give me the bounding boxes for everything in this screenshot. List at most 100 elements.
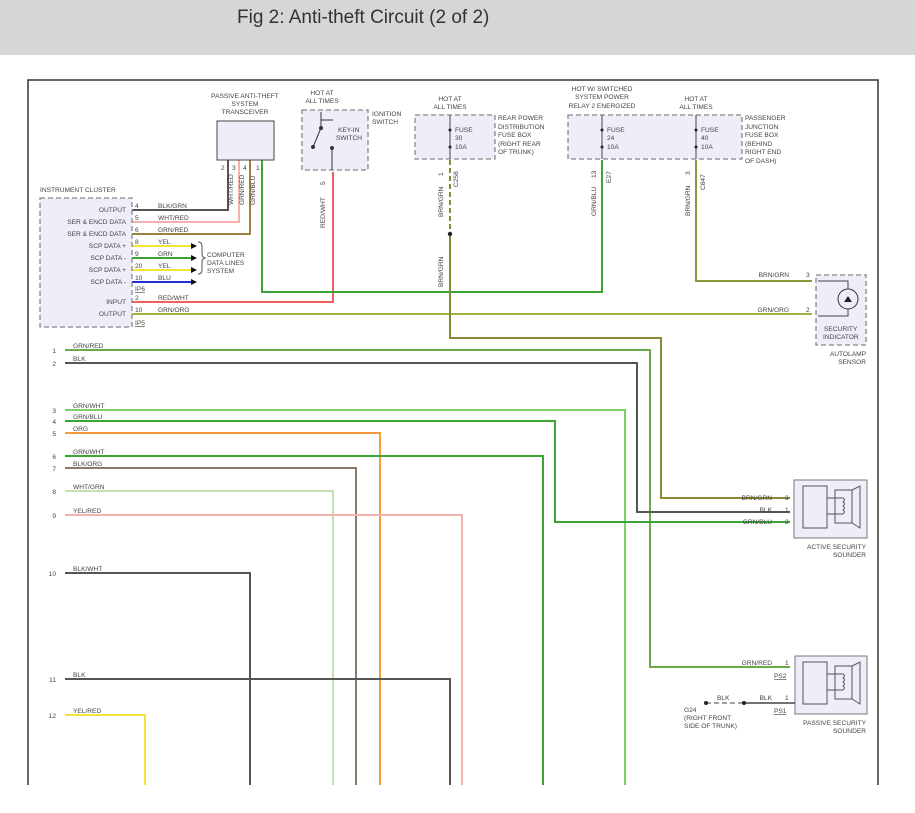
wire-label: GRN/RED	[742, 660, 773, 667]
wire-label: BLK	[73, 672, 86, 679]
fuse-label: 24	[607, 135, 615, 142]
wire-label: RED/WHT	[158, 295, 189, 302]
fuse-label: 10A	[701, 144, 713, 151]
wire-number: 9	[52, 513, 56, 520]
wire-label: GRN/BLU	[591, 186, 598, 216]
wire-grn-blu-xcvr	[261, 160, 603, 293]
cluster-pin-label: SER & ENCD DATA	[67, 219, 126, 226]
wire-label: GRN/RED	[158, 227, 189, 234]
wire-label: GRN/WHT	[73, 403, 105, 410]
wire-6-grn-wht	[65, 455, 544, 785]
fuse-label: 10A	[607, 144, 619, 151]
wire-label: GRN/RED	[239, 174, 246, 205]
ignition-switch: HOT AT ALL TIMES IGNITION SWITCH KEY-IN …	[301, 90, 402, 228]
pin-number: 2	[221, 165, 225, 172]
wire-8-wht-grn	[65, 490, 334, 785]
pin-number: 1	[785, 507, 789, 514]
pin-number: 1	[256, 165, 260, 172]
wire-label: GRN/ORG	[757, 307, 789, 314]
wire-number: 5	[52, 431, 56, 438]
arrow-icon	[191, 243, 197, 249]
wire-label: BLK	[717, 695, 730, 702]
figure-title: Fig 2: Anti-theft Circuit (2 of 2)	[237, 7, 490, 28]
pin-number: 10	[135, 307, 143, 314]
pin-number: 20	[135, 263, 143, 270]
fuse-box-label: (RIGHT REAR	[498, 141, 541, 148]
pin-number: 4	[135, 203, 139, 210]
fuse-box-label: FUSE BOX	[498, 132, 532, 139]
security-indicator-label: SECURITY	[824, 326, 858, 333]
pin-number: 4	[243, 165, 247, 172]
connector-ip5: IP5	[135, 320, 145, 327]
pin-number: 2	[135, 295, 139, 302]
transceiver: PASSIVE ANTI-THEFT SYSTEM TRANSCEIVER 2 …	[211, 93, 279, 205]
wire-number: 4	[52, 419, 56, 426]
wire-label: WHT/RED	[228, 174, 235, 205]
wire-label: ORG	[73, 426, 88, 433]
wire-number: 3	[52, 408, 56, 415]
connector-ps2: PS2	[774, 673, 787, 680]
ground-label: (RIGHT FRONT	[684, 715, 731, 722]
key-in-switch-label: SWITCH	[336, 135, 362, 142]
wire-label: WHT/RED	[158, 215, 189, 222]
fuse-label: FUSE	[701, 127, 719, 134]
security-indicator-label: INDICATOR	[823, 334, 859, 341]
cluster-pin-label: SCP DATA +	[89, 243, 126, 250]
ignition-switch-box	[301, 109, 369, 171]
wire-wht-red	[132, 160, 240, 223]
fuse-box-label: RIGHT END	[745, 149, 781, 156]
computer-data-lines-label: COMPUTER	[207, 252, 245, 259]
wire-label: GRN/BLU	[743, 519, 773, 526]
wire-number: 10	[49, 571, 57, 578]
pin-number: 3	[785, 495, 789, 502]
cluster-pin-label: INPUT	[106, 299, 126, 306]
connector-ps1: PS1	[774, 708, 787, 715]
arrow-icon	[191, 267, 197, 273]
fuse-box-label: FUSE BOX	[745, 132, 779, 139]
passenger-junction-fuse-box: HOT W/ SWITCHED SYSTEM POWER RELAY 2 ENE…	[567, 86, 786, 216]
cluster-pin-label: SER & ENCD DATA	[67, 231, 126, 238]
transceiver-label: TRANSCEIVER	[222, 109, 269, 116]
arrow-icon	[191, 279, 197, 285]
left-wire-labels: 1 GRN/RED 2 BLK 3 GRN/WHT 4 GRN/BLU 5 ORG 6 GRN/WHT…	[49, 343, 105, 720]
wire-10-blk-wht	[65, 572, 251, 785]
hot-label: HOT W/ SWITCHED	[572, 86, 633, 93]
cluster-pin-label: OUTPUT	[99, 207, 126, 214]
active-sounder-label: SOUNDER	[833, 552, 866, 559]
pin-number: 13	[591, 170, 598, 178]
wire-red-wht	[132, 172, 334, 303]
active-sounder-label: ACTIVE SECURITY	[807, 544, 867, 551]
wire-blk-grn	[132, 160, 229, 211]
wire-label: GRN/BLU	[73, 414, 103, 421]
pin-number: 3	[806, 272, 810, 279]
autolamp-sensor-label: SENSOR	[838, 359, 866, 366]
pin-number: 9	[135, 251, 139, 258]
pin-number: 1	[785, 695, 789, 702]
computer-data-lines-label: DATA LINES	[207, 260, 245, 267]
wire-label: BRN/GRN	[438, 186, 445, 217]
fuse-30: FUSE 30 10A	[448, 115, 473, 159]
wire-number: 8	[52, 489, 56, 496]
autolamp-sensor: SECURITY INDICATOR AUTOLAMP SENSOR BRN/G…	[757, 272, 867, 366]
fuse-label: FUSE	[607, 127, 625, 134]
wire-label: BLK/ORG	[73, 461, 102, 468]
wire-label: BLK	[760, 507, 773, 514]
ignition-switch-label: IGNITION	[372, 111, 402, 118]
hot-label: RELAY 2 ENERGIZED	[569, 103, 636, 110]
pin-number: 2	[806, 307, 810, 314]
pin-number: 2	[785, 519, 789, 526]
ground-icon	[704, 701, 708, 705]
hot-label: HOT AT	[310, 90, 333, 97]
hot-label: ALL TIMES	[679, 104, 713, 111]
wire-label: GRN/WHT	[73, 449, 105, 456]
hot-label: HOT AT	[438, 96, 461, 103]
fuse-40: FUSE 40 10A	[694, 115, 719, 159]
pin-number: 6	[135, 227, 139, 234]
pin-number: 5	[135, 215, 139, 222]
fuse-box-label: JUNCTION	[745, 124, 779, 131]
wire-label: RED/WHT	[320, 197, 327, 228]
wire-12-yel-red	[65, 714, 146, 785]
instrument-cluster-label: INSTRUMENT CLUSTER	[40, 187, 116, 194]
fuse-box-label: REAR POWER	[498, 115, 543, 122]
